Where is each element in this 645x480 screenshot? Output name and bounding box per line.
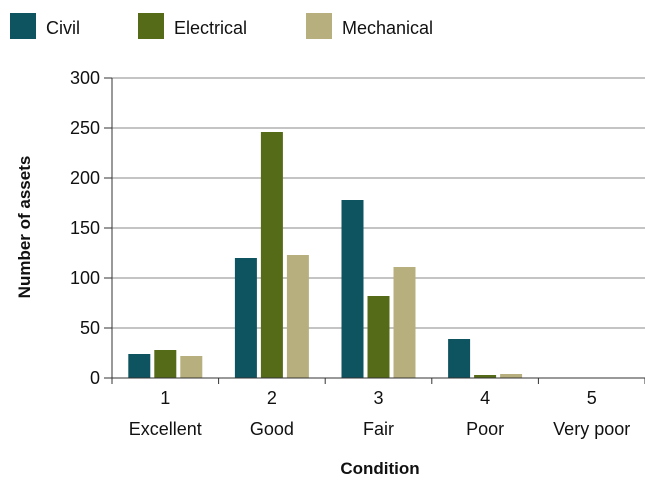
legend-swatch-1 [10,13,36,39]
legend-swatch-2 [138,13,164,39]
y-tick-label: 100 [70,268,100,288]
bar-electrical-1 [154,350,177,378]
x-tick-sublabel: Poor [466,419,504,439]
x-tick-sublabel: Excellent [129,419,202,439]
y-tick-label: 0 [90,368,100,388]
y-axis-title: Number of assets [15,156,34,299]
bar-civil-1 [128,354,151,378]
y-axis: 0 50 100 150 200 250 300 [70,68,113,388]
legend-label-3: Mechanical [342,18,433,38]
x-tick-label: 3 [373,388,383,408]
bar-electrical-3 [367,296,390,378]
x-tick-sublabel: Good [250,419,294,439]
x-tick-label: 1 [160,388,170,408]
gridlines [112,77,645,329]
x-tick-label: 5 [587,388,597,408]
legend-swatch-3 [306,13,332,39]
legend-label-1: Civil [46,18,80,38]
legend-label-2: Electrical [174,18,247,38]
x-tick-label: 4 [480,388,490,408]
y-tick-label: 50 [80,318,100,338]
x-tick-sublabel: Very poor [553,419,630,439]
bar-electrical-4 [474,375,497,378]
y-tick-label: 200 [70,168,100,188]
bar-mechanical-4 [500,374,523,378]
x-axis: 1 Excellent 2 Good 3 Fair 4 Poor 5 Very poor [111,377,645,439]
bar-mechanical-2 [286,255,309,378]
legend: Civil Electrical Mechanical [10,13,433,39]
bar-civil-4 [448,339,471,378]
bar-electrical-2 [260,132,283,378]
y-tick-label: 250 [70,118,100,138]
bar-civil-2 [234,258,257,378]
y-tick-label: 150 [70,218,100,238]
bars [128,132,523,378]
y-tick-label: 300 [70,68,100,88]
x-tick-label: 2 [267,388,277,408]
bar-civil-3 [341,200,364,378]
x-tick-sublabel: Fair [363,419,394,439]
x-axis-title: Condition [340,459,419,478]
bar-mechanical-1 [180,356,203,378]
bar-mechanical-3 [393,267,416,378]
